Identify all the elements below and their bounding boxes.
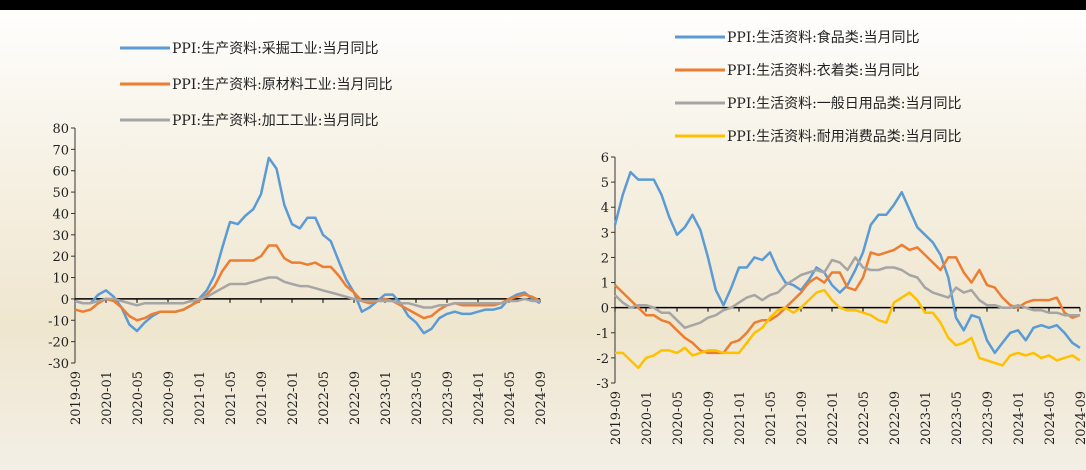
x-tick-label: 2019-09: [69, 371, 84, 425]
legend-label: PPI:生活资料:一般日用品类:当月同比: [727, 96, 962, 112]
y-tick-label: 10: [52, 272, 69, 287]
y-tick-label: 5: [601, 176, 609, 191]
x-tick-label: 2021-05: [764, 391, 779, 445]
x-tick-label: 2019-09: [609, 391, 624, 445]
series-line: [75, 278, 540, 308]
x-tick-label: 2023-09: [441, 371, 456, 425]
y-tick-label: 2: [601, 251, 609, 266]
x-tick-label: 2021-01: [733, 391, 748, 445]
x-tick-label: 2021-09: [255, 371, 270, 425]
series-line: [75, 158, 540, 333]
y-tick-label: -30: [48, 357, 69, 372]
x-tick-label: 2023-01: [379, 371, 394, 425]
legend-label: PPI:生产资料:采掘工业:当月同比: [172, 41, 379, 57]
y-tick-label: 50: [52, 186, 69, 201]
y-tick-label: -10: [48, 314, 69, 329]
legend-label: PPI:生活资料:衣着类:当月同比: [727, 63, 920, 79]
legend-label: PPI:生活资料:食品类:当月同比: [727, 29, 920, 46]
x-tick-label: 2021-01: [193, 371, 208, 425]
y-tick-label: 60: [52, 165, 69, 180]
legend-label: PPI:生产资料:加工工业:当月同比: [172, 113, 379, 129]
page: -30-20-10010203040506070802019-092020-01…: [0, 0, 1086, 470]
x-tick-label: 2024-09: [534, 371, 549, 425]
x-tick-label: 2020-05: [131, 371, 146, 425]
charts: -30-20-10010203040506070802019-092020-01…: [0, 0, 1086, 470]
x-tick-label: 2023-05: [410, 371, 425, 425]
series-line: [615, 257, 1080, 327]
y-tick-label: 0: [61, 293, 69, 308]
top-bar: [0, 0, 1086, 10]
y-tick-label: 4: [601, 201, 609, 216]
y-tick-label: 3: [601, 226, 609, 241]
y-tick-label: -3: [596, 377, 609, 392]
x-tick-label: 2024-05: [1043, 391, 1058, 445]
x-tick-label: 2020-01: [640, 391, 655, 445]
y-tick-label: 0: [601, 302, 609, 317]
series-line: [615, 172, 1080, 353]
legend-label: PPI:生产资料:原材料工业:当月同比: [172, 77, 393, 93]
legend-label: PPI:生活资料:耐用消费品类:当月同比: [727, 129, 962, 145]
y-tick-label: -2: [596, 352, 609, 367]
x-tick-label: 2022-01: [826, 391, 841, 445]
x-tick-label: 2020-09: [162, 371, 177, 425]
x-tick-label: 2021-09: [795, 391, 810, 445]
x-tick-label: 2022-09: [348, 371, 363, 425]
y-tick-label: 70: [52, 143, 69, 158]
x-tick-label: 2021-05: [224, 371, 239, 425]
series-line: [75, 246, 540, 321]
x-tick-label: 2024-05: [503, 371, 518, 425]
y-tick-label: 20: [52, 250, 69, 265]
x-tick-label: 2024-01: [472, 371, 487, 425]
x-tick-label: 2022-05: [857, 391, 872, 445]
x-tick-label: 2023-05: [950, 391, 965, 445]
x-tick-label: 2024-09: [1074, 391, 1086, 445]
y-tick-label: 40: [52, 207, 69, 222]
x-tick-label: 2020-01: [100, 371, 115, 425]
x-tick-label: 2020-05: [671, 391, 686, 445]
x-tick-label: 2023-01: [919, 391, 934, 445]
x-tick-label: 2024-01: [1012, 391, 1027, 445]
x-tick-label: 2022-01: [286, 371, 301, 425]
x-tick-label: 2022-09: [888, 391, 903, 445]
y-tick-label: 1: [601, 277, 609, 292]
y-tick-label: 80: [52, 122, 69, 137]
x-tick-label: 2023-09: [981, 391, 996, 445]
y-tick-label: 6: [601, 151, 609, 166]
y-tick-label: 30: [52, 229, 69, 244]
x-tick-label: 2022-05: [317, 371, 332, 425]
x-tick-label: 2020-09: [702, 391, 717, 445]
y-tick-label: -20: [48, 336, 69, 351]
y-tick-label: -1: [596, 327, 609, 342]
series-line: [615, 245, 1080, 353]
